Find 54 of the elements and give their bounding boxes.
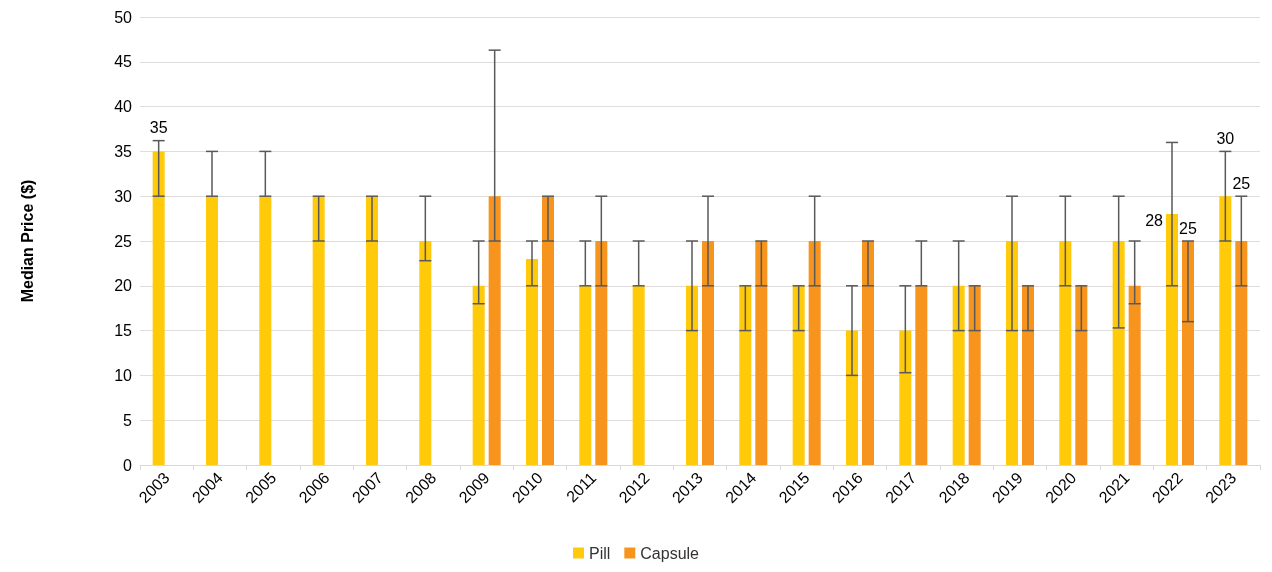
bar [1075, 285, 1088, 465]
data-label: 28 [1145, 211, 1164, 229]
y-tick-label: 40 [114, 98, 133, 116]
bar [579, 285, 592, 465]
y-tick-label: 20 [114, 277, 133, 295]
data-label: 25 [1232, 174, 1251, 192]
y-tick-label: 30 [114, 187, 133, 205]
y-tick-label: 10 [114, 366, 133, 384]
bar [472, 285, 485, 465]
bar [739, 285, 752, 465]
bar [952, 285, 965, 465]
bar [1022, 285, 1034, 465]
y-tick-label: 45 [114, 53, 133, 71]
bar [366, 196, 378, 465]
bar [792, 285, 805, 465]
bar [1166, 214, 1178, 465]
bar [686, 285, 698, 465]
y-tick-label: 35 [114, 142, 133, 160]
bar [862, 241, 874, 465]
bar [846, 330, 858, 465]
y-tick-label: 0 [123, 456, 133, 474]
y-tick-label: 5 [123, 411, 133, 429]
bar [152, 151, 165, 465]
bar [419, 241, 432, 465]
bar [702, 241, 714, 465]
bar [899, 330, 912, 465]
bar [1235, 241, 1248, 465]
bar [542, 196, 554, 465]
bar [1059, 241, 1072, 465]
bar [595, 241, 608, 465]
bar [808, 241, 821, 465]
bar [1006, 241, 1018, 465]
bar [632, 285, 645, 465]
bar [312, 196, 325, 465]
bar [526, 258, 538, 465]
legend-label: Pill [588, 544, 611, 562]
data-label: 30 [1216, 129, 1235, 147]
bar [1128, 285, 1141, 465]
bar [1112, 241, 1125, 465]
bar [755, 241, 768, 465]
bar [968, 285, 981, 465]
legend-label: Capsule [640, 544, 700, 562]
bar [206, 196, 218, 465]
y-tick-label: 50 [114, 8, 133, 26]
data-label: 25 [1179, 219, 1197, 237]
y-tick-label: 25 [114, 232, 133, 250]
y-axis-title: Median Price ($) [18, 179, 36, 303]
bar [1182, 241, 1194, 465]
bar [259, 196, 272, 465]
bar [488, 196, 501, 465]
data-label: 35 [149, 119, 168, 137]
bar [915, 285, 928, 465]
bar [1219, 196, 1232, 465]
y-tick-label: 15 [114, 322, 133, 340]
